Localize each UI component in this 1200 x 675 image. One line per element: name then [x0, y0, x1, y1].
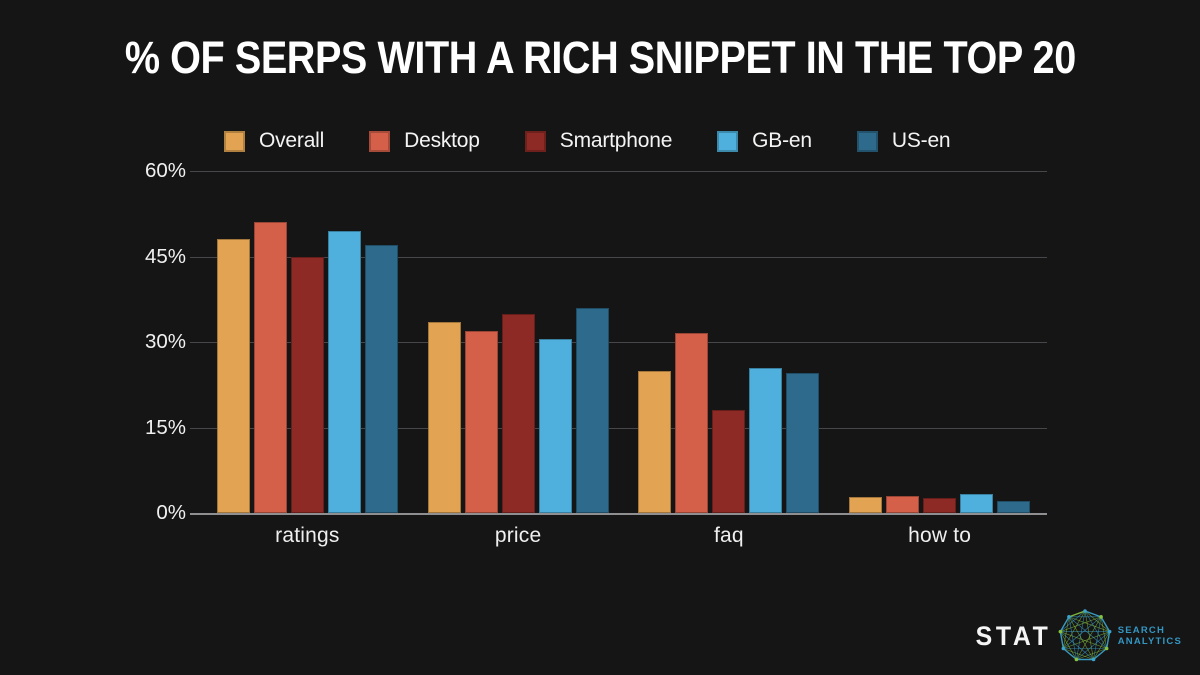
legend-item-overall: Overall: [224, 129, 324, 153]
bar-gb-en-faq: [749, 367, 783, 513]
bar-gb-en-price: [538, 339, 572, 513]
bar-gb-en-ratings: [327, 230, 361, 513]
bar-smartphone-ratings: [290, 256, 324, 513]
y-tick-label: 60%: [144, 159, 186, 182]
category-label-price: price: [494, 524, 542, 547]
bar-gb-en-how-to: [960, 493, 994, 513]
y-tick-label: 0%: [156, 501, 186, 524]
network-globe-icon: [1058, 609, 1112, 662]
bar-overall-price: [427, 322, 461, 513]
y-tick-label: 30%: [144, 330, 186, 353]
stat-logo-text: STAT: [975, 620, 1052, 651]
category-label-ratings: ratings: [275, 524, 340, 547]
y-tick-label: 15%: [144, 415, 186, 439]
legend-swatch-icon: [369, 130, 391, 152]
bar-us-en-faq: [786, 373, 820, 513]
category-label-faq: faq: [713, 524, 744, 547]
bar-smartphone-how-to: [923, 497, 957, 513]
stat-logo-search-line: SEARCH: [1117, 624, 1166, 636]
bar-group-how-to: [834, 171, 1045, 513]
legend-label: US-en: [891, 129, 951, 152]
bar-group-ratings: [202, 171, 413, 513]
title-container: % OF SERPS WITH A RICH SNIPPET IN THE TO…: [0, 32, 1200, 84]
bar-us-en-price: [575, 307, 609, 513]
gridline-15: [190, 427, 1047, 429]
bar-smartphone-price: [501, 313, 535, 513]
legend-label: GB-en: [752, 129, 812, 152]
legend-item-gb-en: GB-en: [717, 129, 812, 153]
bar-overall-how-to: [849, 497, 883, 513]
stat-logo-analytics-line: ANALYTICS: [1117, 636, 1182, 647]
category-label-how-to: how to: [908, 524, 972, 547]
x-axis-baseline: [190, 513, 1047, 515]
bar-desktop-ratings: [253, 222, 287, 513]
bar-groups: [202, 171, 1045, 513]
legend-swatch-icon: [717, 130, 739, 152]
y-tick-label: 45%: [144, 244, 186, 268]
chart-legend: Overall Desktop Smartphone GB-en US-en: [224, 129, 951, 153]
legend-swatch-icon: [224, 130, 245, 152]
bar-overall-faq: [638, 370, 672, 513]
legend-item-desktop: Desktop: [369, 129, 480, 153]
legend-label: Overall: [259, 129, 325, 152]
bar-smartphone-faq: [712, 410, 746, 513]
chart-title: % OF SERPS WITH A RICH SNIPPET IN THE TO…: [124, 32, 1076, 83]
legend-swatch-icon: [524, 130, 546, 152]
legend-item-smartphone: Smartphone: [524, 129, 673, 153]
bar-group-faq: [624, 171, 835, 513]
legend-swatch-icon: [856, 130, 878, 152]
legend-item-us-en: US-en: [856, 129, 951, 153]
bar-desktop-how-to: [886, 495, 920, 513]
gridline-45: [190, 256, 1047, 258]
bar-us-en-ratings: [364, 245, 398, 513]
legend-label: Smartphone: [559, 129, 673, 152]
gridline-30: [190, 342, 1047, 343]
bar-group-price: [413, 171, 624, 513]
stat-logo: STAT SEARCH ANALYTICS: [969, 609, 1182, 663]
stat-logo-subtext: SEARCH ANALYTICS: [1118, 625, 1182, 647]
gridline-60: [190, 171, 1047, 172]
bar-us-en-how-to: [997, 500, 1031, 513]
bar-desktop-faq: [675, 333, 709, 513]
bar-desktop-price: [464, 330, 498, 513]
x-axis-labels: ratings price faq how to: [202, 524, 1045, 548]
legend-label: Desktop: [404, 129, 480, 152]
bar-overall-ratings: [216, 239, 250, 513]
